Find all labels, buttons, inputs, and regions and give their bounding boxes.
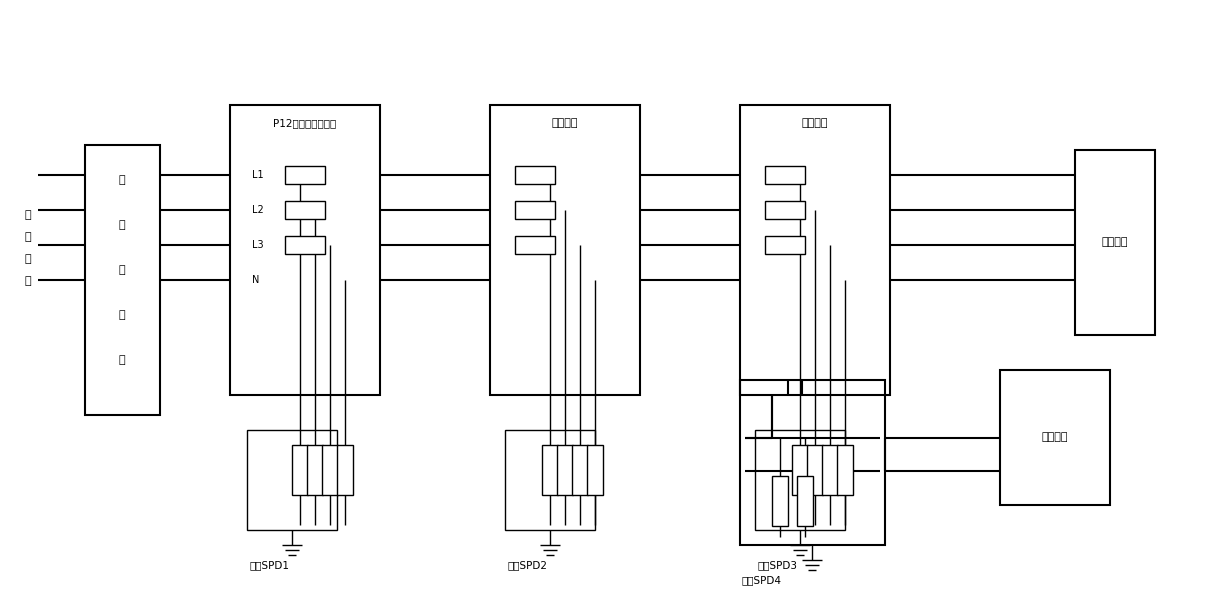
Bar [837, 445, 853, 495]
Bar [797, 476, 813, 526]
Text: 通信设备: 通信设备 [1042, 432, 1069, 442]
Bar [823, 445, 838, 495]
Text: 电源SPD4: 电源SPD4 [742, 575, 782, 585]
Text: L1: L1 [252, 170, 263, 180]
Text: L3: L3 [252, 240, 263, 250]
Bar [285, 201, 326, 219]
Bar [755, 430, 845, 530]
Text: 压: 压 [119, 310, 125, 320]
Text: 其他设备: 其他设备 [1102, 237, 1129, 247]
Bar [1000, 370, 1110, 505]
Bar [807, 445, 823, 495]
Bar [515, 236, 554, 254]
Text: 变: 变 [119, 265, 125, 275]
Bar [741, 105, 890, 395]
Text: N: N [252, 275, 259, 285]
Bar [322, 445, 338, 495]
Text: 进: 进 [24, 254, 32, 264]
Bar [307, 445, 323, 495]
Text: L2: L2 [252, 205, 263, 215]
Text: P12电柜（进线柜）: P12电柜（进线柜） [273, 118, 337, 128]
Text: 源: 源 [119, 220, 125, 230]
Bar [247, 430, 337, 530]
Bar [772, 476, 788, 526]
Bar [792, 445, 808, 495]
Text: 电源SPD1: 电源SPD1 [248, 560, 289, 570]
Text: 电源SPD3: 电源SPD3 [756, 560, 797, 570]
Bar [1075, 150, 1155, 335]
Bar [515, 166, 554, 184]
Text: 器: 器 [119, 355, 125, 365]
Text: 线: 线 [24, 276, 32, 286]
Text: 分配电柜: 分配电柜 [552, 118, 578, 128]
Bar [765, 201, 805, 219]
Bar [293, 445, 308, 495]
Bar [572, 445, 588, 495]
Bar [741, 380, 885, 545]
Bar [285, 236, 326, 254]
Text: 分配电柜: 分配电柜 [802, 118, 829, 128]
Text: 压: 压 [24, 232, 32, 242]
Text: 高: 高 [24, 210, 32, 220]
Text: 电源SPD2: 电源SPD2 [507, 560, 547, 570]
Bar [285, 166, 326, 184]
Bar [588, 445, 603, 495]
Bar [515, 201, 554, 219]
Text: 电: 电 [119, 175, 125, 185]
Bar [506, 430, 595, 530]
Bar [230, 105, 379, 395]
Bar [490, 105, 640, 395]
Bar [557, 445, 573, 495]
Bar [765, 236, 805, 254]
Bar [337, 445, 353, 495]
Bar [84, 145, 160, 415]
Bar [765, 166, 805, 184]
Bar [542, 445, 558, 495]
